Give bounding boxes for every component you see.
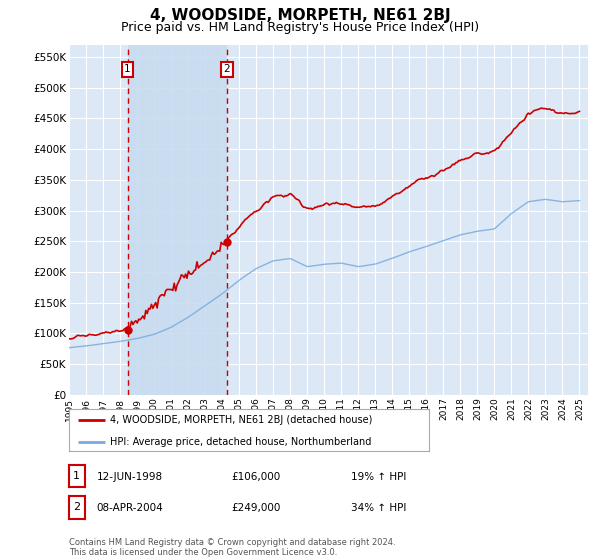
Text: 08-APR-2004: 08-APR-2004 bbox=[97, 503, 163, 514]
Text: £106,000: £106,000 bbox=[231, 472, 280, 482]
Text: HPI: Average price, detached house, Northumberland: HPI: Average price, detached house, Nort… bbox=[110, 437, 372, 446]
Text: £249,000: £249,000 bbox=[231, 503, 280, 514]
Text: 1: 1 bbox=[73, 471, 80, 481]
Text: Price paid vs. HM Land Registry's House Price Index (HPI): Price paid vs. HM Land Registry's House … bbox=[121, 21, 479, 34]
Bar bbox=[128, 45, 227, 395]
Text: 19% ↑ HPI: 19% ↑ HPI bbox=[351, 472, 406, 482]
Text: 2: 2 bbox=[223, 64, 230, 74]
Text: 4, WOODSIDE, MORPETH, NE61 2BJ (detached house): 4, WOODSIDE, MORPETH, NE61 2BJ (detached… bbox=[110, 415, 373, 425]
Text: 4, WOODSIDE, MORPETH, NE61 2BJ: 4, WOODSIDE, MORPETH, NE61 2BJ bbox=[149, 8, 451, 24]
Text: 34% ↑ HPI: 34% ↑ HPI bbox=[351, 503, 406, 514]
Text: Contains HM Land Registry data © Crown copyright and database right 2024.
This d: Contains HM Land Registry data © Crown c… bbox=[69, 538, 395, 557]
Text: 1: 1 bbox=[124, 64, 131, 74]
Text: 12-JUN-1998: 12-JUN-1998 bbox=[97, 472, 163, 482]
Text: 2: 2 bbox=[73, 502, 80, 512]
